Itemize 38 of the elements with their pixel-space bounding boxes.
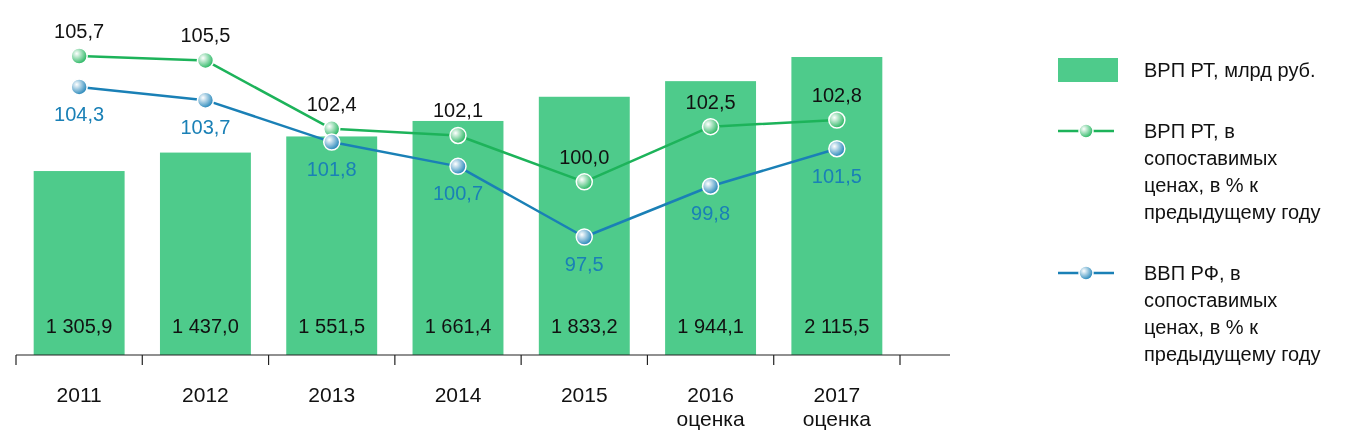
x-tick-label: 2011 <box>56 383 102 406</box>
data-label: 103,7 <box>180 116 231 139</box>
data-label: 97,5 <box>564 253 604 275</box>
bar <box>159 152 251 355</box>
x-tick-label: 2014 <box>434 383 482 406</box>
x-tick-label: 2013 <box>308 383 356 406</box>
bar <box>412 120 504 355</box>
data-label: 101,8 <box>306 158 357 181</box>
legend-label: ВРП РТ, в сопоставимых ценах, в % к предыдущему году <box>1144 120 1321 223</box>
data-label: 104,3 <box>54 102 105 125</box>
data-label: 100,7 <box>432 182 484 205</box>
data-label: 100,0 <box>559 145 610 168</box>
data-label: 1 437,0 <box>172 315 239 337</box>
bar <box>286 136 378 355</box>
legend-label: ВВП РФ, в сопоставимых ценах, в % к предыдущему году <box>1144 262 1321 365</box>
data-label: 1 944,1 <box>677 315 744 337</box>
bar <box>538 96 630 355</box>
data-label: 2 115,5 <box>804 315 870 337</box>
bar <box>665 81 757 355</box>
bar <box>33 171 125 355</box>
data-label: 102,4 <box>306 92 357 115</box>
x-tick-label: 2015 <box>560 383 608 406</box>
data-label: 1 833,2 <box>550 315 618 337</box>
bar <box>791 57 883 355</box>
data-label: 105,7 <box>54 20 105 42</box>
data-label: 102,5 <box>685 90 736 113</box>
data-label: 99,8 <box>691 202 731 225</box>
data-label: 1 305,9 <box>45 315 113 337</box>
legend-label: ВРП РТ, млрд руб. <box>1144 59 1316 81</box>
x-tick-label: 2017 оценка <box>802 383 872 430</box>
data-label: 1 551,5 <box>298 315 366 337</box>
data-label: 105,5 <box>180 24 231 47</box>
data-label: 101,5 <box>811 164 862 187</box>
data-label: 1 661,4 <box>424 315 492 337</box>
data-label: 102,1 <box>432 99 484 122</box>
x-tick-label: 2016 оценка <box>676 383 745 430</box>
data-label: 102,8 <box>811 84 862 107</box>
x-tick-label: 2012 <box>182 383 229 406</box>
